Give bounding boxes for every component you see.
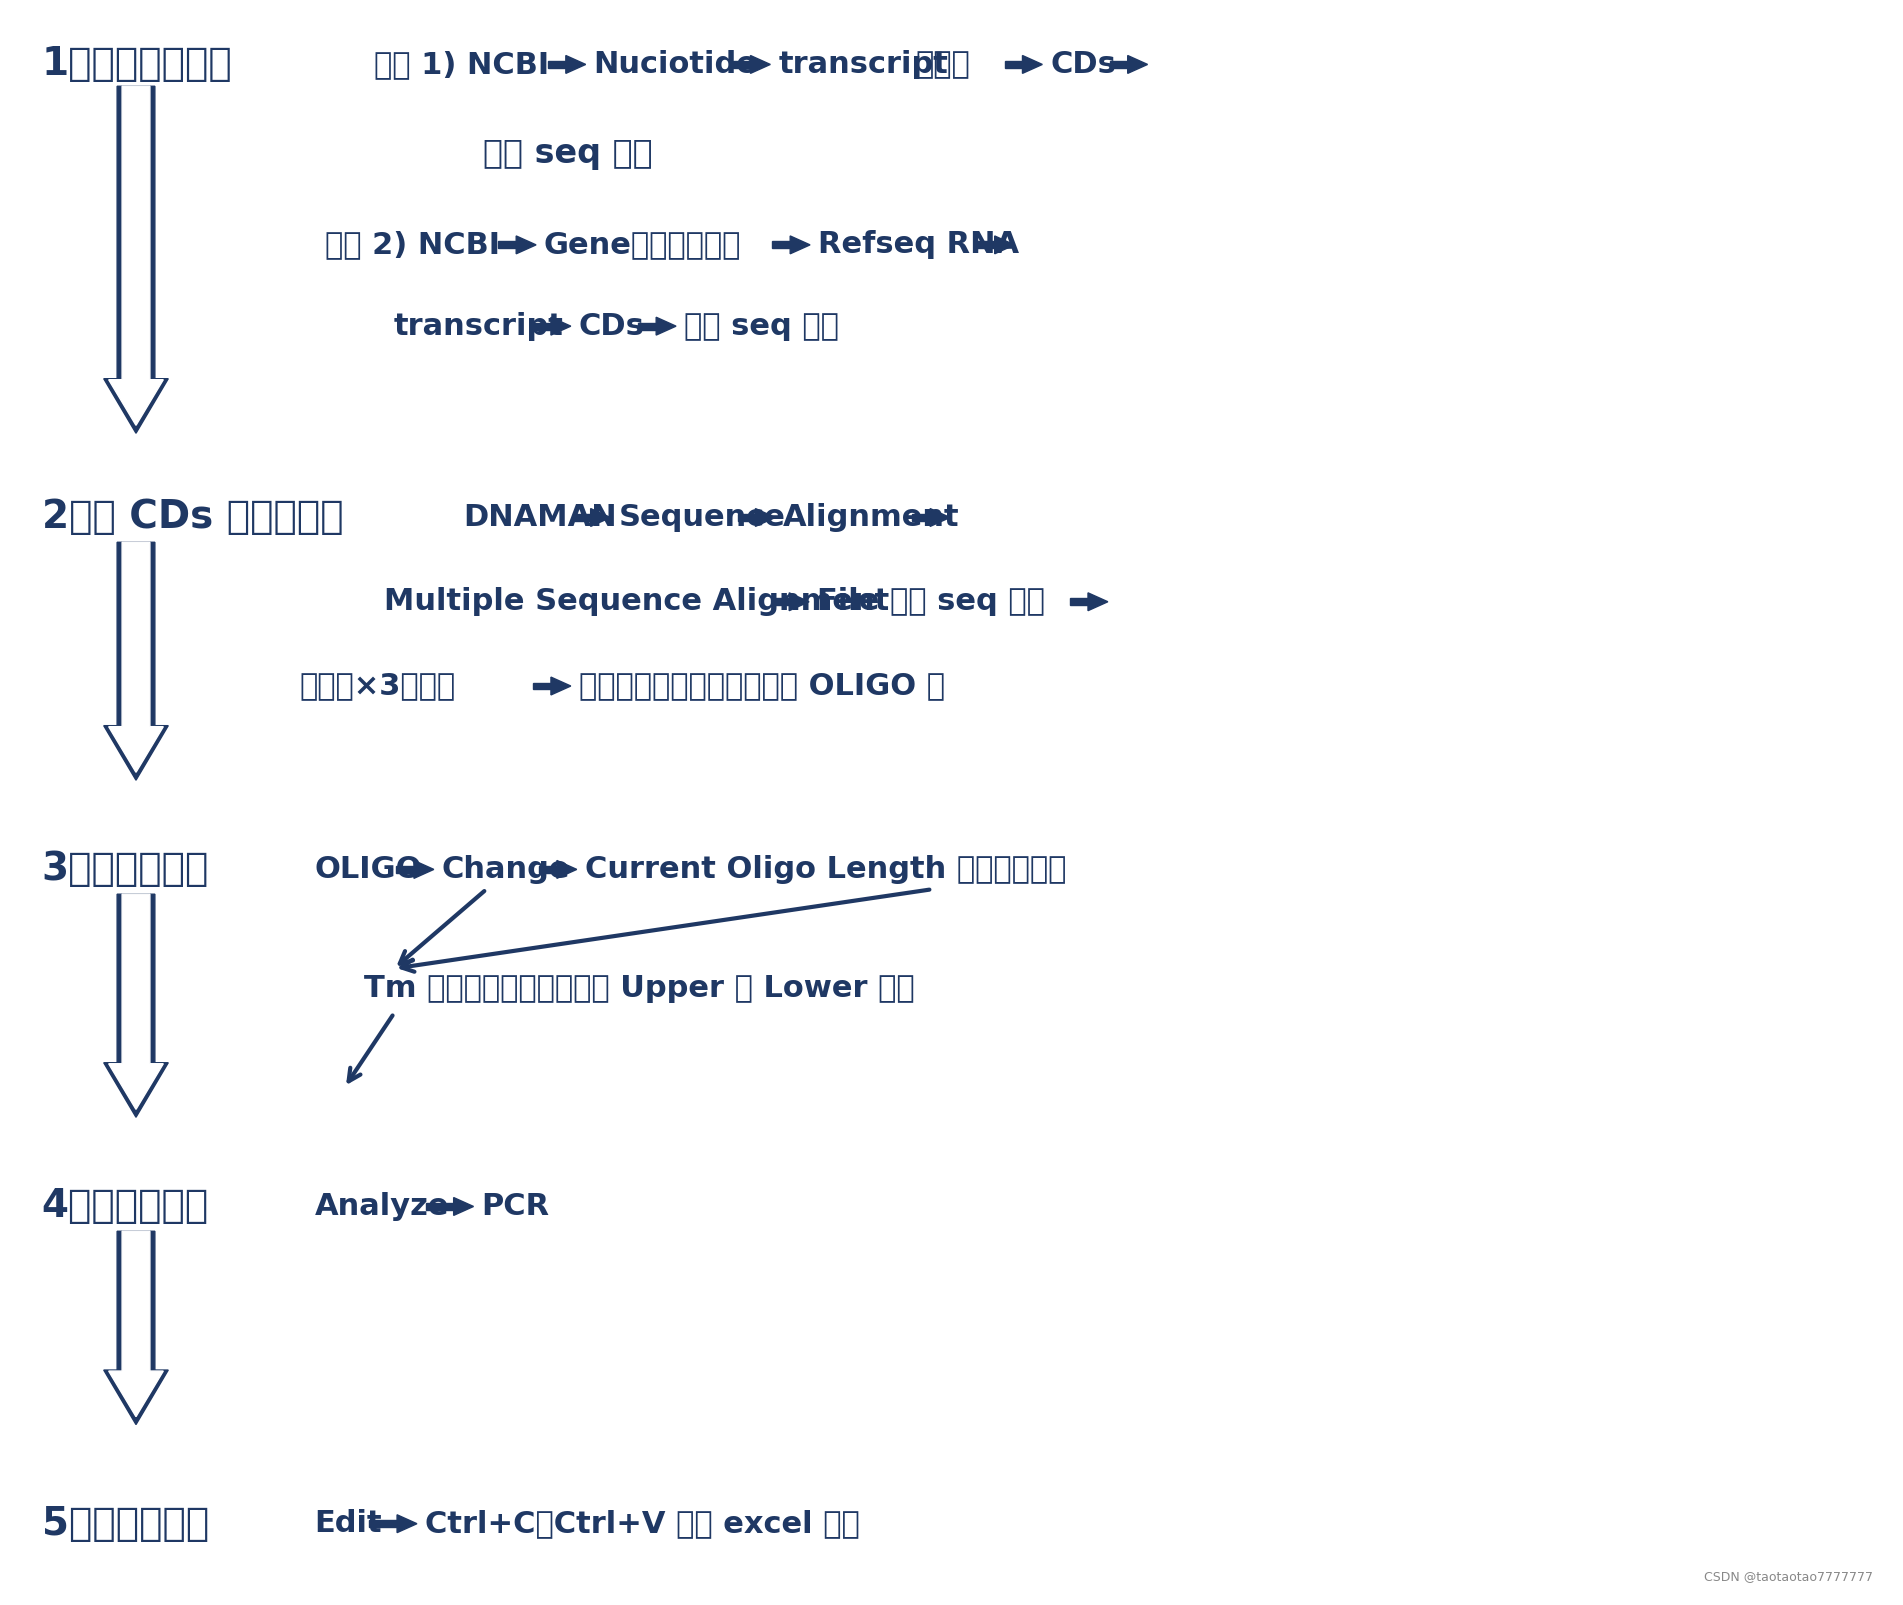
Polygon shape <box>931 509 950 526</box>
Text: Gene（任意物种）: Gene（任意物种） <box>544 231 742 260</box>
Text: 2、找 CDs 保守区域：: 2、找 CDs 保守区域： <box>42 499 343 536</box>
Polygon shape <box>790 592 809 610</box>
Text: Ctrl+C，Ctrl+V 贴到 excel 表里: Ctrl+C，Ctrl+V 贴到 excel 表里 <box>424 1509 860 1538</box>
Polygon shape <box>516 236 537 254</box>
Text: 保存 seq 文件: 保存 seq 文件 <box>483 136 653 170</box>
Text: 1、找模板序列：: 1、找模板序列： <box>42 45 232 83</box>
Text: 5、保存引物：: 5、保存引物： <box>42 1505 209 1542</box>
Text: Refseq RNA: Refseq RNA <box>818 231 1020 260</box>
Polygon shape <box>108 894 164 1109</box>
Polygon shape <box>790 236 811 254</box>
Bar <box>533 323 552 329</box>
Text: CSDN @taotaotao7777777: CSDN @taotaotao7777777 <box>1705 1570 1873 1583</box>
Text: Change: Change <box>441 855 571 884</box>
Text: DNAMAN: DNAMAN <box>464 502 617 531</box>
Polygon shape <box>1089 592 1108 610</box>
Bar <box>1109 61 1128 67</box>
Polygon shape <box>108 542 164 772</box>
Text: Multiple Sequence Alignment: Multiple Sequence Alignment <box>384 587 889 616</box>
Text: （人）: （人） <box>915 50 971 79</box>
Bar <box>1005 61 1022 67</box>
Bar <box>912 514 931 522</box>
Text: 方法 1) NCBI: 方法 1) NCBI <box>375 50 550 79</box>
Text: Sequence: Sequence <box>618 502 786 531</box>
Text: 3、设计引物：: 3、设计引物： <box>42 851 209 889</box>
Bar <box>638 323 657 329</box>
Text: OLIGO: OLIGO <box>314 855 422 884</box>
Polygon shape <box>105 87 167 433</box>
Text: 保存 seq 文件: 保存 seq 文件 <box>683 311 839 340</box>
Text: 4、评价引物：: 4、评价引物： <box>42 1188 209 1226</box>
Polygon shape <box>552 318 571 335</box>
Bar <box>771 599 790 605</box>
Polygon shape <box>750 56 771 74</box>
Polygon shape <box>105 542 167 780</box>
Text: transcript: transcript <box>778 50 948 79</box>
Bar <box>369 1520 398 1528</box>
Bar <box>1069 599 1089 605</box>
Text: 下一步×3，完成: 下一步×3，完成 <box>301 671 457 700</box>
Polygon shape <box>558 860 577 878</box>
Text: Nuciotide: Nuciotide <box>594 50 757 79</box>
Text: 方法 2) NCBI: 方法 2) NCBI <box>325 231 500 260</box>
Polygon shape <box>398 1515 417 1533</box>
Bar <box>573 514 590 522</box>
Text: Tm 框里搜索合适引物，用 Upper 和 Lower 选定: Tm 框里搜索合适引物，用 Upper 和 Lower 选定 <box>363 974 915 1003</box>
Text: transcript: transcript <box>394 311 563 340</box>
Text: PCR: PCR <box>481 1193 550 1221</box>
Bar <box>548 61 565 67</box>
Bar <box>499 241 516 249</box>
Polygon shape <box>755 509 775 526</box>
Polygon shape <box>1022 56 1043 74</box>
Polygon shape <box>415 860 434 878</box>
Polygon shape <box>565 56 586 74</box>
Text: Current Oligo Length 修改引物长度: Current Oligo Length 修改引物长度 <box>584 855 1066 884</box>
Bar <box>396 867 415 873</box>
Bar <box>773 241 790 249</box>
Polygon shape <box>995 236 1014 254</box>
Polygon shape <box>590 509 611 526</box>
Text: 取白底黑字序列保存或贴到 OLIGO 里: 取白底黑字序列保存或贴到 OLIGO 里 <box>579 671 944 700</box>
Polygon shape <box>552 677 571 695</box>
Text: File 打开 seq 文件: File 打开 seq 文件 <box>816 587 1045 616</box>
Bar <box>733 61 750 67</box>
Bar <box>539 867 558 873</box>
Bar <box>738 514 755 522</box>
Polygon shape <box>108 1231 164 1417</box>
Polygon shape <box>105 1231 167 1425</box>
Polygon shape <box>105 894 167 1117</box>
Bar <box>533 682 552 690</box>
Bar <box>426 1204 453 1210</box>
Polygon shape <box>1128 56 1148 74</box>
Text: Alignment: Alignment <box>784 502 959 531</box>
Bar <box>976 241 995 249</box>
Text: CDs: CDs <box>1050 50 1117 79</box>
Polygon shape <box>657 318 676 335</box>
Text: CDs: CDs <box>579 311 645 340</box>
Polygon shape <box>108 87 164 425</box>
Text: Edit: Edit <box>314 1509 383 1538</box>
Polygon shape <box>453 1197 474 1215</box>
Text: Analyze: Analyze <box>314 1193 449 1221</box>
